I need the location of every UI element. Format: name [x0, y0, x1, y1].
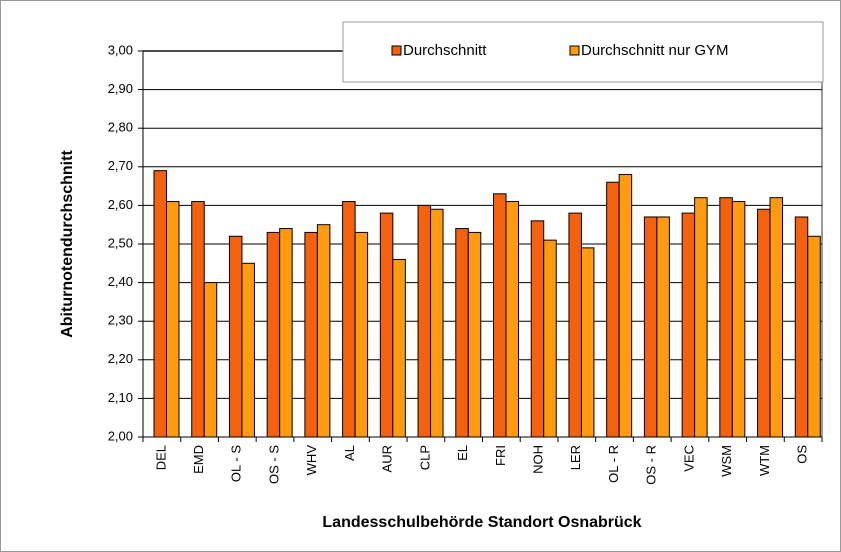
x-tick-label: OL - S [229, 445, 244, 482]
x-tick-label: WTM [757, 445, 772, 476]
x-axis-title: Landesschulbehörde Standort Osnabrück [322, 514, 641, 531]
bar [153, 170, 167, 438]
y-tick-label: 2,10 [108, 390, 133, 405]
bar [794, 216, 809, 438]
bar [505, 201, 519, 438]
bar [681, 212, 696, 438]
y-tick-label: 2,80 [108, 120, 133, 135]
bar [279, 228, 293, 438]
bar [430, 208, 444, 438]
y-tick-label: 2,20 [108, 351, 133, 366]
bar [304, 231, 318, 438]
bar [241, 262, 255, 438]
bar [493, 193, 507, 438]
bar [455, 228, 469, 438]
bar [694, 197, 708, 438]
y-tick-label: 2,90 [108, 81, 133, 96]
x-tick-label: AL [342, 445, 357, 461]
bar [719, 197, 733, 438]
bar [568, 212, 582, 438]
legend-box [342, 21, 824, 83]
x-tick-label: AUR [380, 445, 395, 472]
x-tick-label: VEC [681, 445, 696, 472]
bar [769, 197, 784, 438]
x-tick-label: OL - R [606, 445, 621, 483]
bar [191, 201, 205, 438]
bar [606, 181, 620, 438]
bar [379, 212, 394, 438]
x-tick-label: NOH [531, 445, 546, 474]
legend-label: Durchschnitt [403, 42, 487, 59]
y-tick-label: 2,60 [108, 197, 133, 212]
bar [417, 204, 432, 438]
x-tick-label: LER [568, 445, 583, 470]
bar [166, 201, 180, 438]
bar [530, 220, 545, 438]
y-tick-label: 2,40 [108, 274, 133, 289]
y-tick-label: 2,50 [108, 235, 133, 250]
bar [392, 258, 406, 438]
bar [228, 235, 243, 438]
bar [543, 239, 557, 438]
x-tick-label: DEL [153, 445, 168, 470]
x-tick-label: EL [455, 445, 470, 461]
x-tick-label: CLP [417, 445, 432, 470]
x-tick-label: FRI [493, 445, 508, 466]
bar [203, 282, 218, 438]
y-tick-label: 2,30 [108, 313, 133, 328]
y-tick-label: 3,00 [108, 42, 133, 57]
x-tick-label: WSM [719, 445, 734, 477]
legend-label: Durchschnitt nur GYM [581, 42, 729, 59]
y-tick-label: 2,70 [108, 158, 133, 173]
legend-swatch [391, 45, 402, 56]
x-tick-label: OS [795, 445, 810, 464]
bar [467, 231, 482, 438]
x-tick-label: EMD [191, 445, 206, 474]
x-tick-label: WHV [304, 445, 319, 476]
y-axis-title: Abiturnotendurchschnitt [59, 150, 76, 338]
bar [342, 201, 356, 438]
bar [266, 231, 281, 438]
bar [807, 235, 821, 438]
legend-swatch [569, 45, 580, 56]
x-tick-label: OS - S [266, 445, 281, 484]
bar [731, 201, 746, 438]
bar [757, 208, 771, 438]
bar [656, 216, 670, 438]
bar [618, 174, 633, 438]
bar [643, 216, 658, 438]
x-tick-label: OS - R [644, 445, 659, 485]
y-tick-label: 2,00 [108, 428, 133, 443]
bar [354, 231, 369, 438]
bar [580, 247, 595, 438]
bar [316, 224, 331, 438]
